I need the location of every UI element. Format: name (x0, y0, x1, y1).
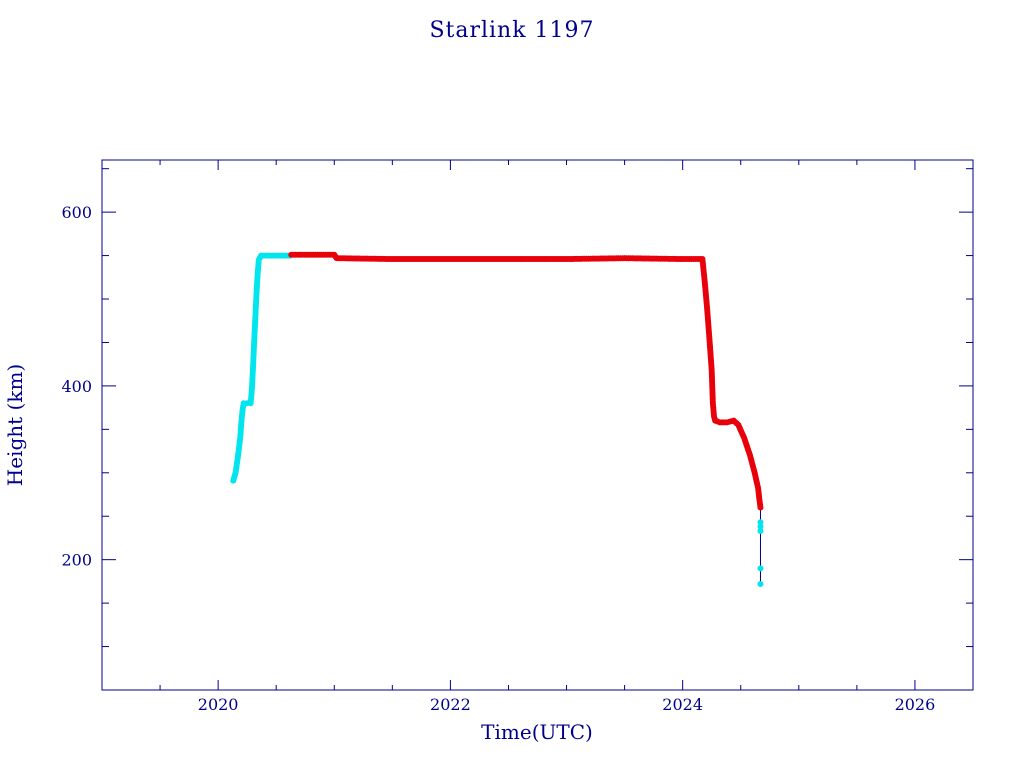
series-0 (230, 252, 294, 484)
data-series (230, 251, 764, 587)
y-tick-label: 400 (61, 377, 92, 396)
series-1 (288, 251, 764, 511)
x-tick-label: 2020 (198, 695, 239, 714)
plot-frame (101, 159, 974, 691)
y-tick-label: 200 (61, 551, 92, 570)
x-tick-label: 2026 (895, 695, 936, 714)
data-point (757, 523, 764, 530)
axis-ticks (102, 160, 973, 690)
series-2 (757, 519, 764, 587)
chart-title: Starlink 1197 (429, 18, 594, 43)
data-point (757, 504, 764, 511)
axis-tick-labels: 2020 2022 2024 2026 200 400 600 (61, 203, 935, 714)
data-point (757, 528, 764, 534)
data-point (757, 519, 764, 526)
series-connector-line (232, 254, 761, 584)
data-point (757, 565, 764, 572)
y-tick-label: 600 (61, 203, 92, 222)
y-axis-label: Height (km) (3, 364, 27, 486)
data-point (757, 581, 764, 587)
x-tick-label: 2022 (430, 695, 471, 714)
x-tick-label: 2024 (662, 695, 703, 714)
x-axis-label: Time(UTC) (481, 720, 593, 744)
